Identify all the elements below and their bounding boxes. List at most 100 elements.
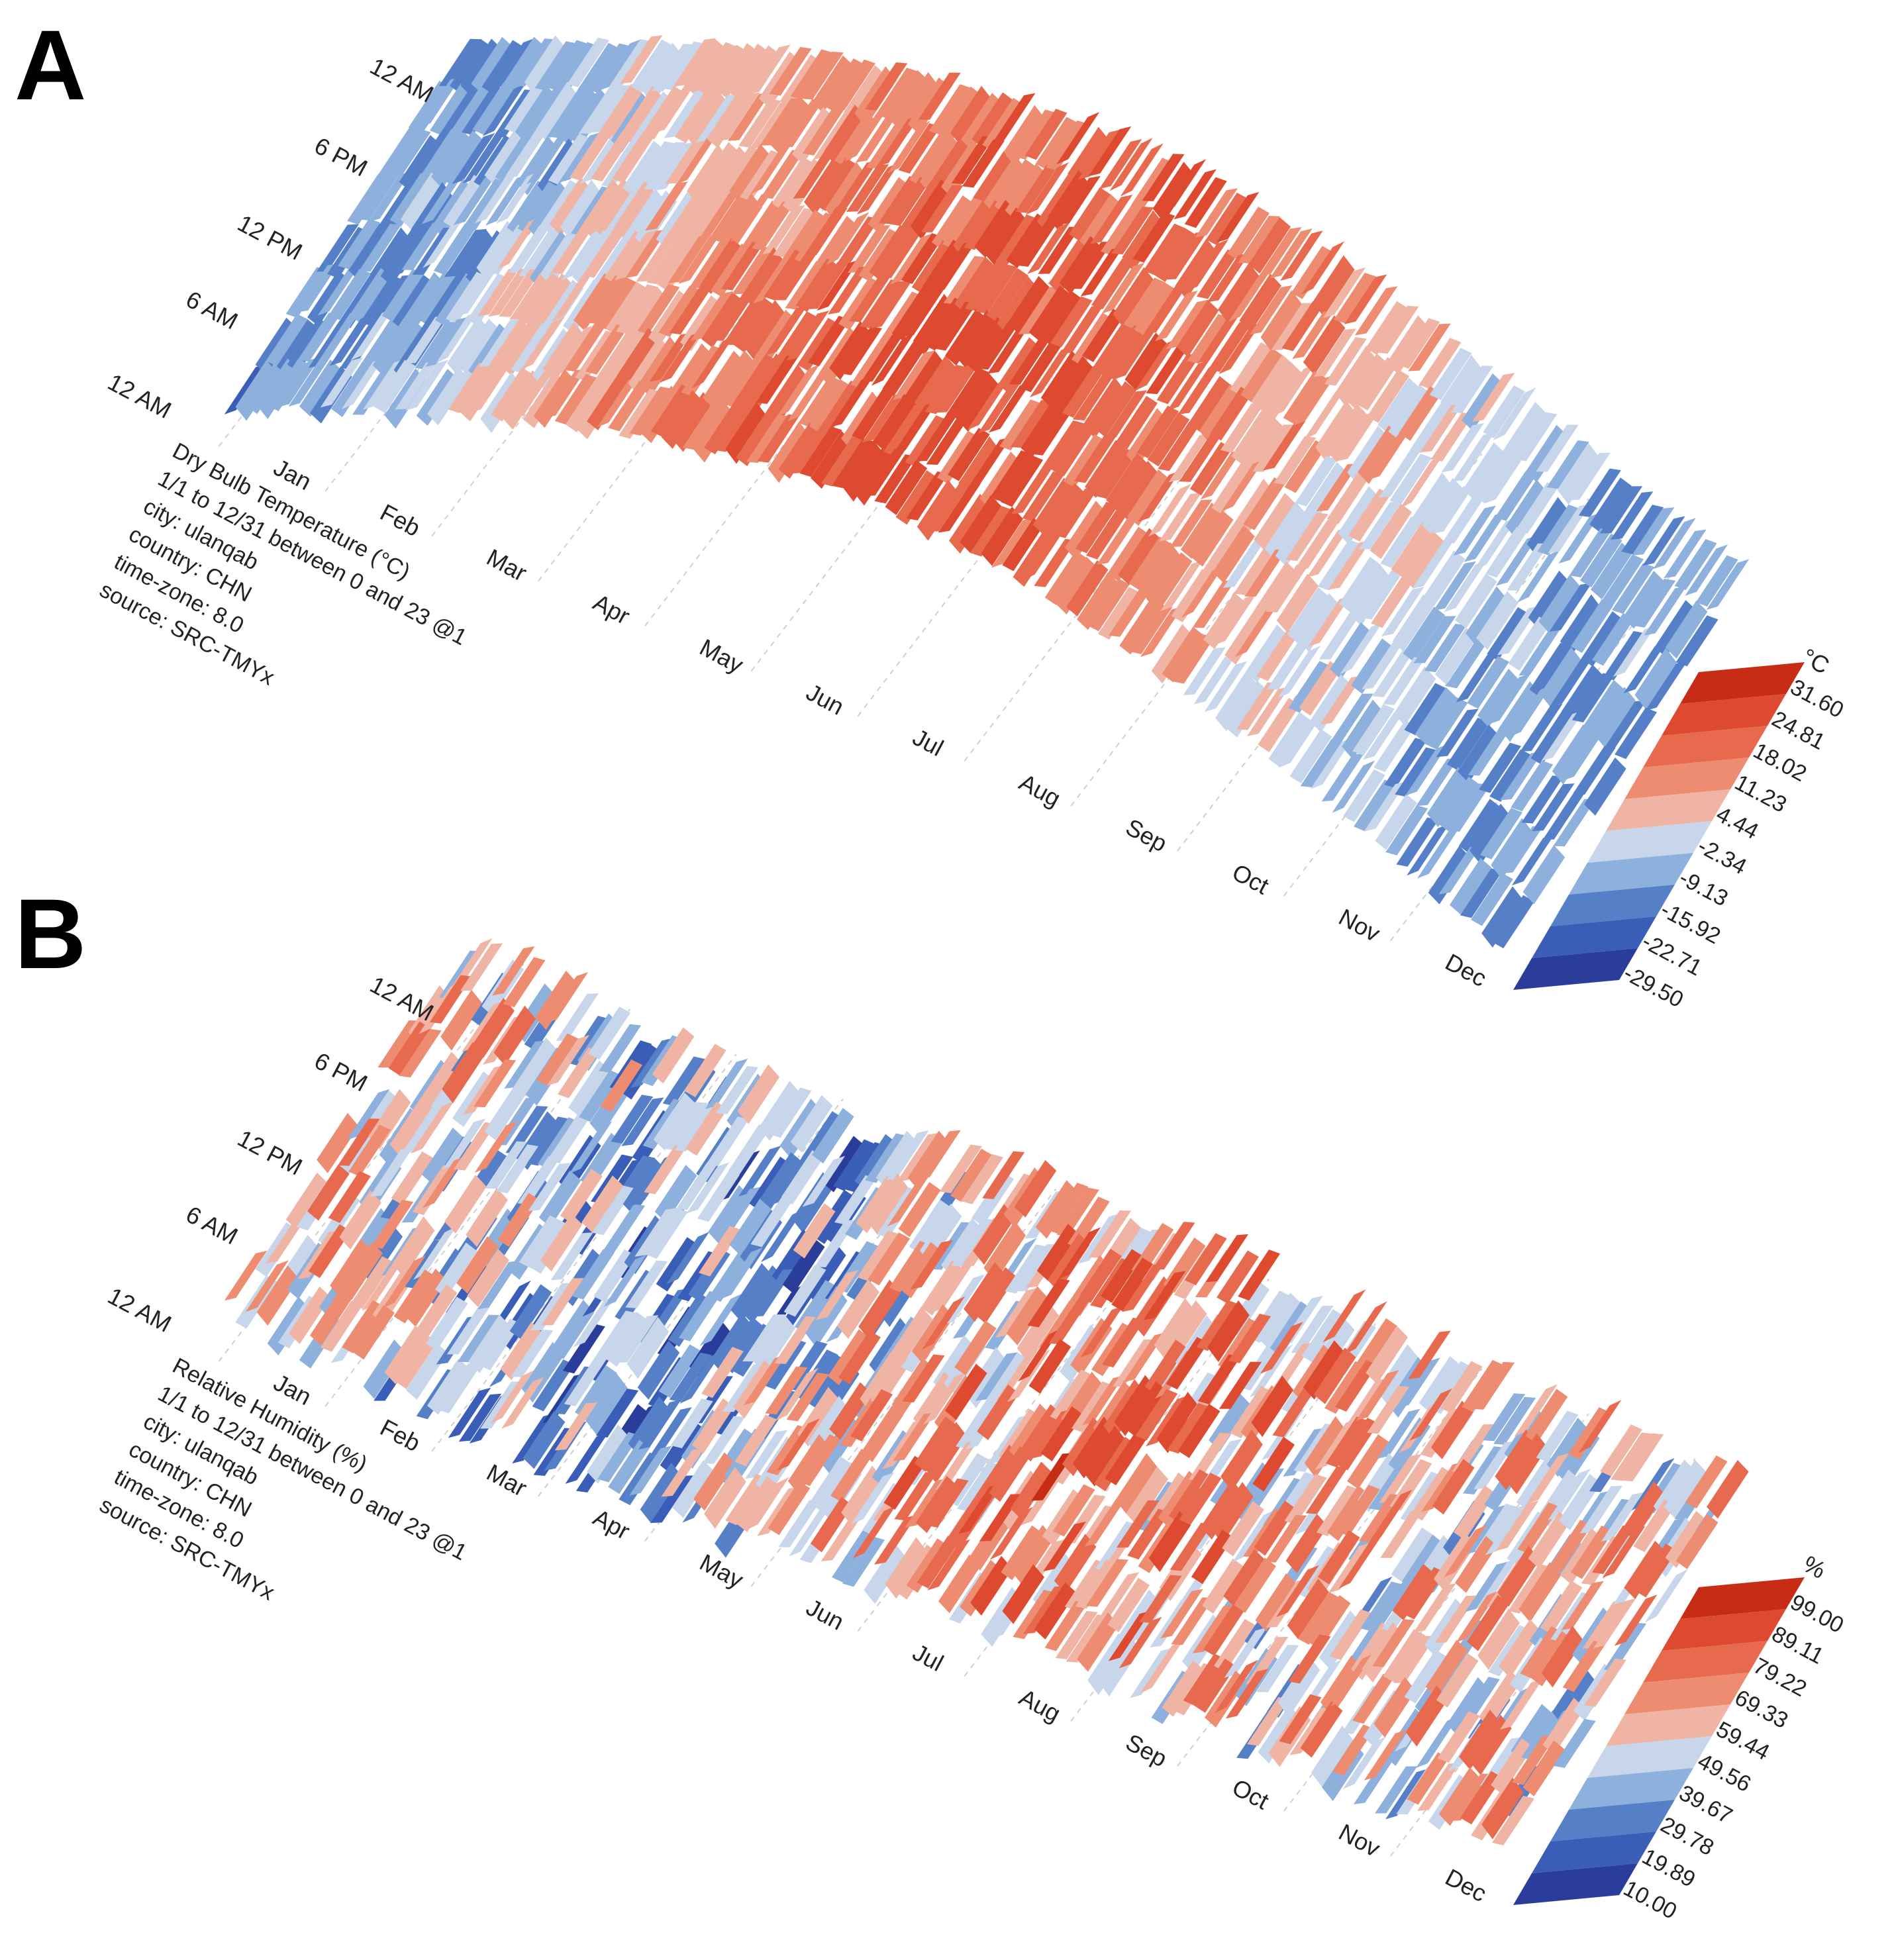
surface-cell bbox=[746, 1477, 789, 1530]
surface-cell bbox=[1085, 1559, 1128, 1607]
surface-cell bbox=[328, 268, 371, 320]
surface-cell bbox=[596, 1389, 639, 1438]
legend-color-block bbox=[1624, 1673, 1749, 1714]
surface-cell bbox=[509, 1284, 552, 1340]
surface-cell bbox=[922, 1296, 966, 1350]
surface-cell bbox=[496, 1144, 539, 1193]
surface-cell bbox=[1301, 241, 1345, 295]
surface-cell bbox=[1276, 1565, 1319, 1618]
surface-cell bbox=[947, 428, 990, 481]
surface-cell bbox=[1573, 746, 1616, 795]
surface-cell bbox=[536, 1033, 579, 1086]
surface-cell bbox=[1514, 1384, 1558, 1437]
surface-cell bbox=[1449, 858, 1492, 915]
surface-cell bbox=[1268, 712, 1311, 767]
surface-cell bbox=[762, 205, 805, 255]
surface-cell bbox=[540, 1213, 583, 1271]
hour-label: 12 AM bbox=[103, 368, 175, 424]
surface-cell bbox=[1432, 1459, 1475, 1515]
surface-cell bbox=[1366, 1326, 1408, 1385]
surface-cell bbox=[1610, 491, 1654, 540]
surface-cell bbox=[704, 1467, 746, 1529]
month-label: Mar bbox=[482, 544, 531, 587]
surface-cell bbox=[1205, 1234, 1249, 1283]
surface-cell bbox=[1139, 1575, 1182, 1623]
surface-cell bbox=[1436, 1653, 1479, 1708]
surface-cell bbox=[1568, 452, 1611, 501]
surface-cell bbox=[1493, 1396, 1536, 1445]
surface-cell bbox=[986, 268, 1028, 322]
surface-cell bbox=[768, 1481, 811, 1536]
surface-cell bbox=[346, 1089, 390, 1140]
surface-cell bbox=[918, 1130, 961, 1179]
surface-cell bbox=[1422, 550, 1466, 607]
surface-cell bbox=[815, 1269, 859, 1320]
surface-cell bbox=[1136, 405, 1179, 459]
surface-cell bbox=[961, 1153, 1003, 1204]
surface-cell bbox=[1173, 169, 1217, 220]
surface-cell bbox=[846, 164, 889, 212]
surface-cell bbox=[328, 1171, 371, 1224]
month-label: Apr bbox=[589, 1504, 634, 1545]
surface-cell bbox=[802, 1155, 846, 1207]
month-gridline bbox=[1177, 1368, 1483, 1767]
surface-cell bbox=[1470, 1714, 1512, 1775]
surface-cell bbox=[1344, 1301, 1387, 1355]
legend-color-block bbox=[1587, 1736, 1712, 1778]
month-gridline bbox=[218, 963, 524, 1362]
hour-label: 12 PM bbox=[233, 1124, 307, 1181]
surface-cell bbox=[1583, 1658, 1626, 1707]
surface-cell bbox=[1303, 315, 1346, 375]
surface-cell bbox=[1477, 1608, 1520, 1671]
surface-cell bbox=[1665, 601, 1708, 659]
surface-cell bbox=[1685, 544, 1728, 596]
legend-color-block bbox=[1550, 1800, 1675, 1841]
surface-cell bbox=[1389, 454, 1432, 505]
surface-cell bbox=[1101, 262, 1145, 314]
surface-cell bbox=[701, 1346, 744, 1398]
surface-cell bbox=[1334, 273, 1376, 324]
surface-cell bbox=[989, 1506, 1033, 1560]
surface-cell bbox=[1215, 1659, 1258, 1713]
surface-cell bbox=[1052, 1484, 1095, 1537]
surface-cell bbox=[1481, 1777, 1524, 1839]
hour-label: 6 AM bbox=[181, 285, 242, 335]
surface-cell bbox=[783, 1265, 826, 1317]
surface-cell bbox=[1322, 267, 1366, 318]
surface-cell bbox=[1256, 1644, 1299, 1692]
surface-cell bbox=[625, 1260, 668, 1308]
month-gridline bbox=[1283, 498, 1589, 897]
surface-cell bbox=[1079, 1248, 1122, 1303]
surface-cell bbox=[1579, 1485, 1622, 1534]
surface-cell bbox=[1028, 1339, 1072, 1394]
surface-cell bbox=[1279, 1694, 1322, 1745]
surface-cell bbox=[1532, 783, 1575, 832]
surface-cell bbox=[425, 1297, 468, 1351]
surface-cell bbox=[729, 1197, 772, 1256]
surface-cell bbox=[1170, 499, 1213, 548]
surface-cell bbox=[1109, 138, 1153, 191]
surface-cell bbox=[1177, 1404, 1221, 1458]
hour-label: 6 PM bbox=[310, 1047, 372, 1097]
surface-cell bbox=[511, 1329, 554, 1377]
surface-cell bbox=[769, 1087, 812, 1138]
surface-cell bbox=[1642, 516, 1685, 566]
surface-cell bbox=[850, 1389, 893, 1442]
surface-cell bbox=[719, 1247, 763, 1300]
surface-cell bbox=[1393, 666, 1436, 726]
surface-cell bbox=[1050, 296, 1093, 348]
surface-cell bbox=[1270, 228, 1313, 279]
surface-cell bbox=[1130, 605, 1173, 654]
surface-cell bbox=[1002, 1564, 1045, 1624]
surface-cell bbox=[620, 35, 663, 84]
month-label: Feb bbox=[375, 499, 424, 542]
surface-cell bbox=[885, 460, 928, 515]
surface-cell bbox=[1561, 1581, 1604, 1630]
surface-cell bbox=[1152, 1222, 1195, 1270]
surface-cell bbox=[608, 1440, 650, 1494]
surface-cell bbox=[503, 957, 546, 1008]
surface-cell bbox=[851, 1472, 895, 1524]
surface-cell bbox=[1403, 607, 1446, 662]
surface-cell bbox=[697, 1171, 740, 1222]
surface-cell bbox=[456, 1236, 499, 1294]
